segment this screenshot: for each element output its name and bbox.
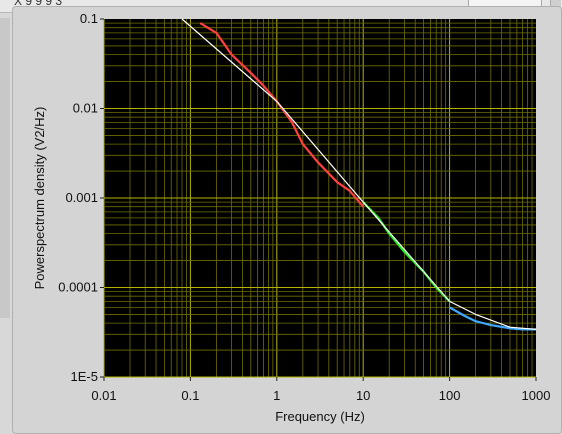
y-tick-label: 1E-5 [71,369,98,384]
y-tick-labels: 1E-5 0.0001 0.001 0.01 0.1 [58,11,98,384]
x-tick-labels: 0.01 0.1 1 10 100 1000 [91,388,550,403]
y-tick-label: 0.0001 [58,280,98,295]
series-line-3 [181,18,537,330]
series-line-1 [362,201,451,303]
left-panel-edge [0,18,10,318]
x-tick-label: 0.01 [91,388,116,403]
x-axis-title: Frequency (Hz) [275,409,365,424]
tick-marks [100,18,537,381]
y-tick-label: 0.01 [73,101,98,116]
y-axis-title: Powerspectrum density (V2/Hz) [32,107,47,290]
y-tick-label: 0.1 [80,11,98,26]
x-tick-label: 0.1 [181,388,199,403]
y-tick-label: 0.001 [65,190,98,205]
series-line-0 [199,22,365,208]
window-title-fragment: X 9 9 9 3 [14,0,63,8]
x-tick-label: 10 [356,388,370,403]
x-tick-label: 100 [439,388,461,403]
series-line-2 [449,306,536,331]
x-tick-label: 1000 [522,388,551,403]
series-group [181,18,537,331]
x-tick-label: 1 [273,388,280,403]
